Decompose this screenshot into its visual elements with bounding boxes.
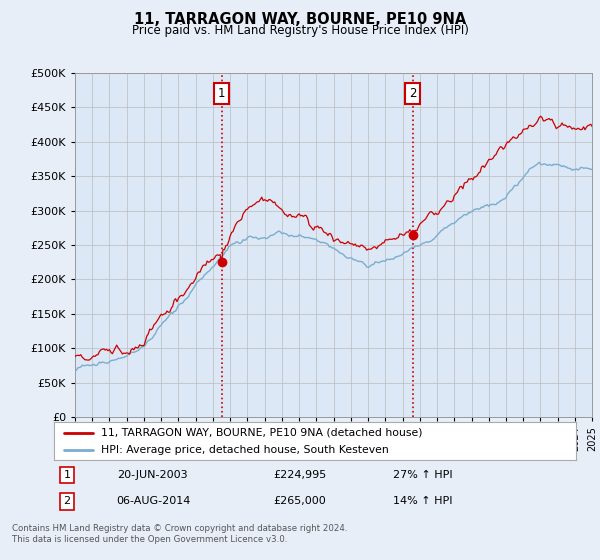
Text: £265,000: £265,000 — [273, 496, 326, 506]
Text: 06-AUG-2014: 06-AUG-2014 — [116, 496, 191, 506]
Text: 27% ↑ HPI: 27% ↑ HPI — [394, 470, 453, 480]
Text: Price paid vs. HM Land Registry's House Price Index (HPI): Price paid vs. HM Land Registry's House … — [131, 24, 469, 36]
Bar — [221, 73, 413, 417]
Text: 2: 2 — [409, 87, 416, 100]
Text: 11, TARRAGON WAY, BOURNE, PE10 9NA: 11, TARRAGON WAY, BOURNE, PE10 9NA — [134, 12, 466, 27]
Text: £224,995: £224,995 — [273, 470, 326, 480]
Text: 1: 1 — [218, 87, 225, 100]
Text: Contains HM Land Registry data © Crown copyright and database right 2024.: Contains HM Land Registry data © Crown c… — [12, 524, 347, 533]
Text: HPI: Average price, detached house, South Kesteven: HPI: Average price, detached house, Sout… — [101, 445, 389, 455]
Text: 1: 1 — [64, 470, 71, 480]
Text: 20-JUN-2003: 20-JUN-2003 — [116, 470, 187, 480]
Text: This data is licensed under the Open Government Licence v3.0.: This data is licensed under the Open Gov… — [12, 534, 287, 544]
Text: 2: 2 — [64, 496, 71, 506]
Text: 11, TARRAGON WAY, BOURNE, PE10 9NA (detached house): 11, TARRAGON WAY, BOURNE, PE10 9NA (deta… — [101, 427, 422, 437]
Text: 14% ↑ HPI: 14% ↑ HPI — [394, 496, 453, 506]
